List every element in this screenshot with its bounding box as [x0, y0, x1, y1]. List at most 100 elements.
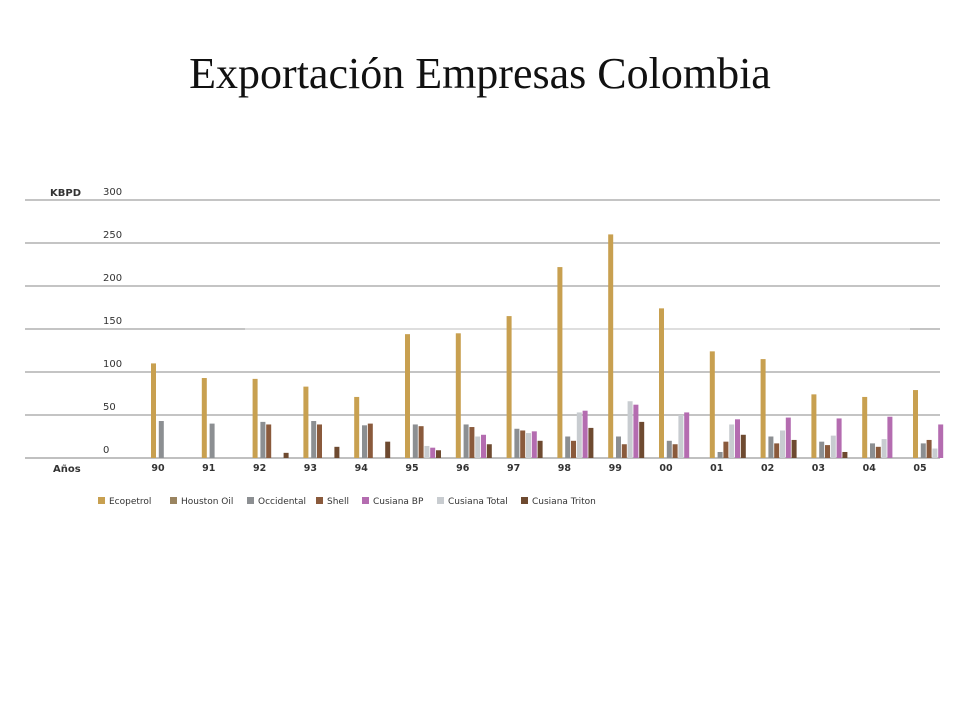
bar-ecopetrol	[252, 378, 258, 458]
bar-cusiana-bp	[735, 419, 740, 458]
bar-occidental	[463, 424, 469, 458]
x-tick-label: 03	[812, 463, 825, 474]
bar-cusiana-triton	[385, 441, 391, 458]
bar-ecopetrol	[659, 308, 664, 458]
bar-cusiana-total	[424, 445, 430, 458]
bar-cusiana-triton	[842, 451, 848, 458]
bar-ecopetrol	[709, 351, 715, 458]
bar-cusiana-triton	[537, 440, 543, 458]
bar-occidental	[514, 428, 520, 458]
bar-occidental	[666, 440, 672, 458]
bar-shell	[469, 427, 475, 458]
bar-cusiana-bp	[887, 416, 893, 458]
bar-cusiana-triton	[639, 421, 645, 458]
bar-shell	[571, 440, 576, 458]
y-tick-label: 100	[103, 359, 122, 370]
bar-ecopetrol	[201, 378, 207, 458]
bar-occidental	[565, 436, 571, 458]
slide-title: Exportación Empresas Colombia	[189, 49, 771, 98]
legend-label: Cusiana Total	[448, 497, 508, 507]
legend-label: Shell	[327, 497, 349, 507]
x-tick-label: 97	[507, 463, 520, 474]
bar-cusiana-total	[678, 415, 684, 458]
x-tick-label: 94	[355, 463, 369, 474]
bar-shell	[672, 444, 678, 458]
x-tick-label: 91	[202, 463, 215, 474]
x-tick-label: 05	[913, 463, 926, 474]
y-tick-label: 250	[103, 230, 122, 241]
bar-ecopetrol	[862, 396, 868, 458]
bar-shell	[875, 446, 881, 458]
bar-cusiana-total	[526, 433, 531, 458]
x-tick-label: 99	[609, 463, 622, 474]
legend-label: Occidental	[258, 497, 306, 507]
bar-shell	[723, 441, 729, 458]
bar-occidental	[717, 451, 723, 458]
bar-cusiana-triton	[334, 446, 340, 458]
legend-swatch	[437, 497, 444, 504]
bar-occidental	[412, 424, 418, 458]
y-tick-label: 200	[103, 273, 122, 284]
x-tick-label: 00	[659, 463, 673, 474]
bar-ecopetrol	[151, 363, 156, 458]
x-tick-label: 02	[761, 463, 774, 474]
bar-cusiana-total	[932, 448, 938, 458]
x-tick-label: 95	[405, 463, 418, 474]
bar-cusiana-bp	[531, 431, 537, 458]
bar-cusiana-total	[780, 430, 785, 458]
bar-occidental	[260, 421, 266, 458]
bar-occidental	[768, 436, 774, 458]
bar-cusiana-bp	[430, 447, 436, 458]
y-tick-label: 300	[103, 187, 122, 198]
bar-cusiana-triton	[588, 427, 594, 458]
bar-cusiana-total	[830, 435, 836, 458]
bar-shell	[621, 444, 627, 458]
bar-shell	[774, 443, 780, 458]
bar-shell	[520, 430, 526, 458]
y-tick-label: 50	[103, 402, 116, 413]
x-tick-label: 01	[710, 463, 723, 474]
legend-swatch	[170, 497, 177, 504]
bar-ecopetrol	[913, 390, 918, 458]
bar-cusiana-bp	[582, 410, 588, 458]
y-axis-title: KBPD	[50, 188, 81, 199]
bar-cusiana-triton	[486, 444, 492, 458]
bar-cusiana-triton	[436, 450, 441, 458]
bar-cusiana-bp	[836, 418, 842, 458]
x-tick-label: 90	[151, 463, 165, 474]
x-tick-label: 92	[253, 463, 266, 474]
bar-cusiana-bp	[684, 412, 690, 458]
x-axis-title: Años	[53, 464, 81, 475]
bar-shell	[825, 445, 830, 458]
bar-cusiana-bp	[481, 434, 486, 458]
bar-cusiana-total	[576, 412, 582, 458]
bar-occidental	[870, 443, 875, 458]
bar-cusiana-total	[627, 401, 633, 458]
bar-shell	[418, 426, 424, 458]
legend-label: Cusiana Triton	[532, 497, 596, 507]
bar-occidental	[311, 421, 317, 458]
bar-occidental	[362, 425, 367, 458]
bar-ecopetrol	[354, 396, 360, 458]
bar-cusiana-triton	[740, 434, 746, 458]
bar-ecopetrol	[506, 316, 512, 458]
bar-ecopetrol	[557, 267, 563, 458]
bar-occidental	[616, 436, 621, 458]
bar-cusiana-total	[729, 424, 735, 458]
bar-ecopetrol	[405, 334, 410, 458]
bar-occidental	[920, 443, 926, 458]
bar-occidental	[158, 421, 164, 458]
y-tick-label: 150	[103, 316, 122, 327]
bar-shell	[926, 439, 932, 458]
bar-cusiana-triton	[283, 452, 289, 458]
bar-shell	[266, 424, 272, 458]
y-tick-label: 0	[103, 445, 109, 456]
legend-label: Cusiana BP	[373, 497, 424, 507]
x-tick-label: 93	[304, 463, 317, 474]
bar-cusiana-total	[881, 439, 887, 458]
bar-shell	[317, 424, 322, 458]
bar-occidental	[819, 441, 825, 458]
legend-swatch	[521, 497, 528, 504]
bar-occidental	[209, 423, 215, 458]
